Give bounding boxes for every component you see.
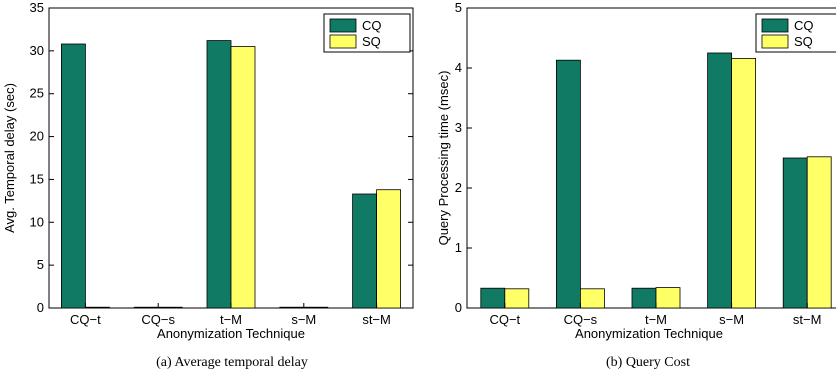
chart-query-cost: 0 1 2 3 4 5 CQ−t CQ−s t−M s−M st−M Anonymization Te… (436, 0, 836, 370)
bar-sq-0 (504, 288, 530, 309)
x-tick-label: CQ−t (70, 312, 101, 327)
bar-cq-1 (556, 59, 581, 309)
y-tick-label: 15 (30, 171, 44, 186)
bar-cq-1 (133, 306, 159, 309)
x-tick-label: CQ−t (489, 312, 520, 327)
legend-label-sq: SQ (794, 34, 813, 49)
x-tick-label: st−M (793, 312, 822, 327)
y-tick-label: 20 (30, 129, 44, 144)
x-axis-label: Anonymization Technique (575, 326, 723, 341)
x-tick-label: CQ−s (141, 312, 175, 327)
y-tick-label: 0 (37, 300, 44, 315)
bar-sq-1 (157, 306, 183, 309)
legend-swatch-sq (329, 34, 357, 49)
y-tick-label: 4 (455, 60, 462, 75)
x-tick-label: CQ−s (564, 312, 598, 327)
x-tick-label: st−M (362, 312, 391, 327)
legend-label-cq: CQ (794, 18, 814, 33)
y-tick-label: 0 (455, 300, 462, 315)
legend-swatch-cq (761, 18, 789, 33)
plot-frame (466, 7, 836, 309)
bar-sq-4 (376, 189, 402, 309)
x-axis-label: Anonymization Technique (157, 326, 305, 341)
y-tick-label: 3 (455, 120, 462, 135)
bar-cq-4 (782, 157, 808, 309)
y-axis-label: Query Processing time (msec) (436, 71, 451, 246)
chart-average-temporal-delay: 0 5 10 15 20 25 30 35 CQ−t CQ−s t−M s−M st−M Anonymiz… (2, 0, 414, 370)
bar-cq-3 (707, 52, 732, 309)
figure-caption: (b) Query Cost (606, 355, 690, 370)
bar-cq-0 (61, 43, 86, 309)
bar-sq-2 (230, 46, 256, 309)
bar-sq-4 (806, 156, 832, 309)
bar-sq-3 (731, 58, 756, 309)
bar-cq-3 (279, 306, 305, 309)
bar-cq-0 (480, 287, 506, 309)
y-tick-label: 5 (455, 0, 462, 15)
legend-swatch-cq (329, 18, 357, 33)
bar-sq-0 (85, 306, 110, 309)
bar-sq-3 (303, 306, 329, 309)
y-tick-label: 2 (455, 180, 462, 195)
y-tick-label: 5 (37, 257, 44, 272)
y-tick-label: 35 (30, 0, 44, 15)
y-axis-label: Avg. Temporal delay (sec) (2, 83, 17, 233)
legend-label-cq: CQ (362, 18, 382, 33)
figure-caption: (a) Average temporal delay (156, 355, 308, 370)
bar-sq-2 (655, 287, 681, 309)
y-tick-label: 25 (30, 86, 44, 101)
bar-cq-2 (206, 40, 232, 309)
x-tick-label: t−M (220, 312, 242, 327)
bar-sq-1 (580, 288, 605, 309)
bar-cq-4 (352, 193, 378, 309)
x-tick-label: s−M (719, 312, 744, 327)
y-tick-label: 1 (455, 240, 462, 255)
y-tick-label: 10 (30, 214, 44, 229)
x-tick-label: s−M (291, 312, 316, 327)
legend-label-sq: SQ (362, 34, 381, 49)
bar-cq-2 (631, 287, 657, 309)
x-tick-label: t−M (645, 312, 667, 327)
y-tick-label: 30 (30, 43, 44, 58)
legend-swatch-sq (761, 34, 789, 49)
